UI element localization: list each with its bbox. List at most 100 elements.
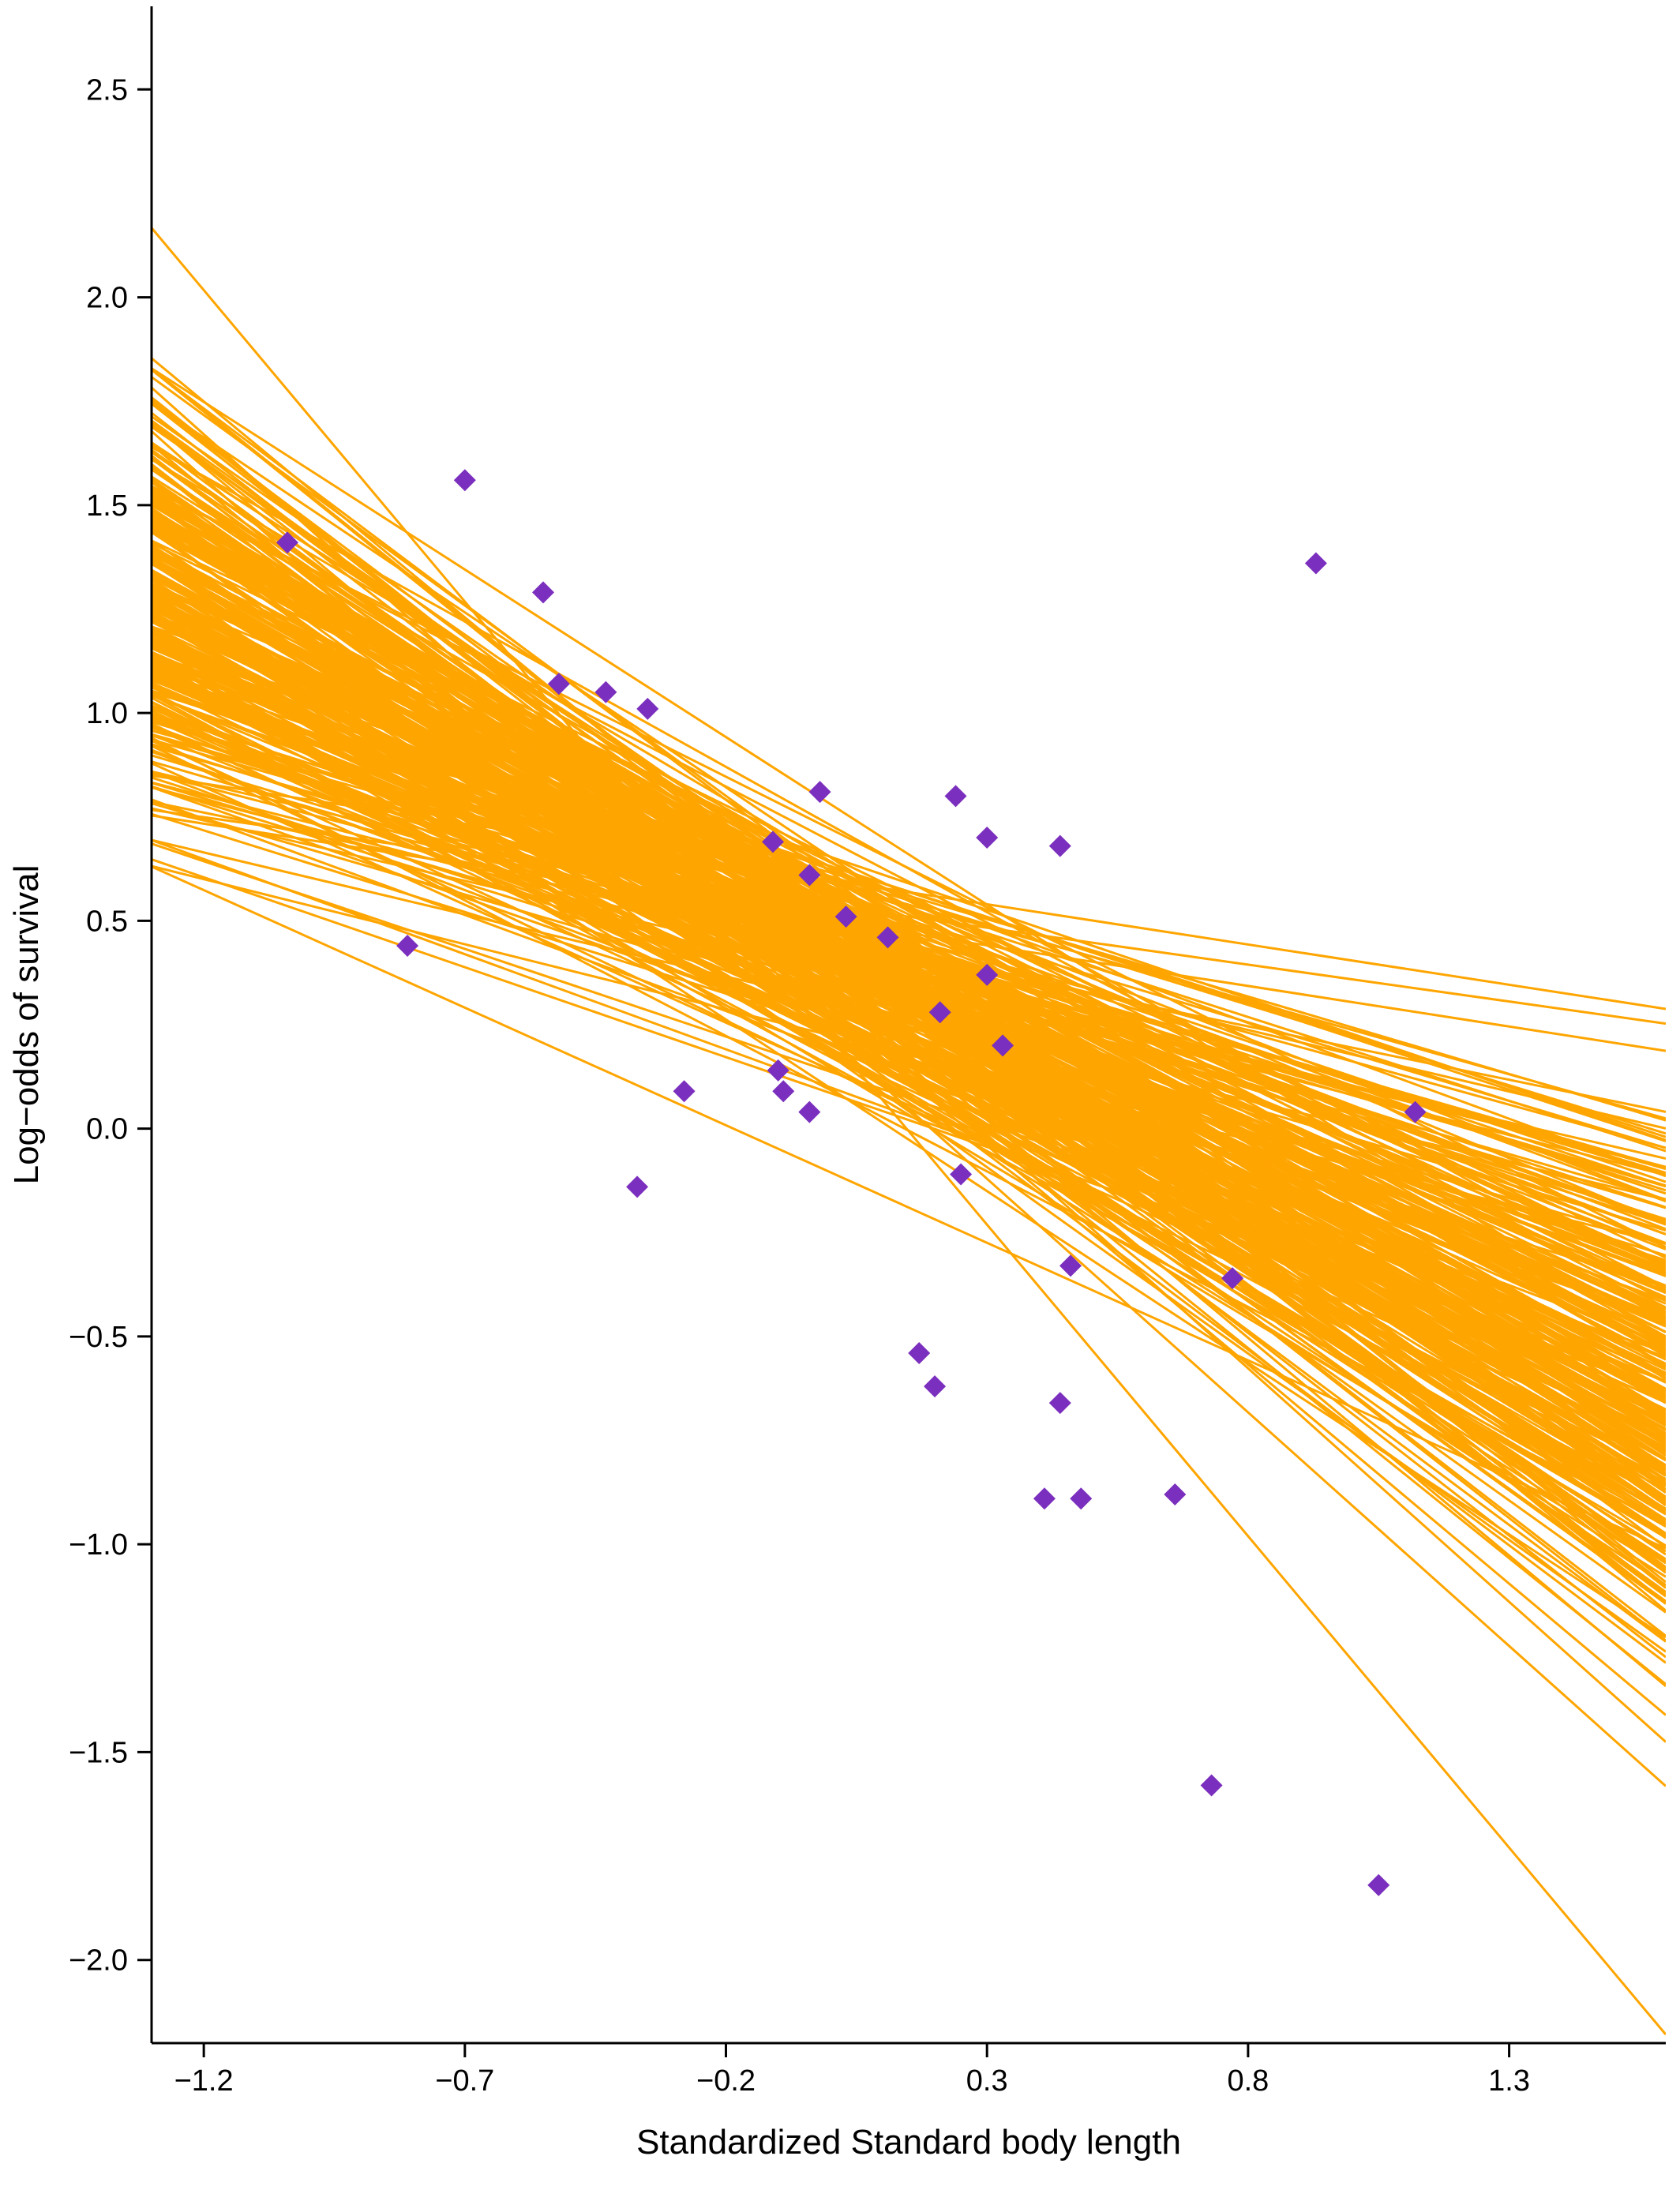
posterior-line	[152, 586, 1666, 1266]
posterior-line	[152, 481, 1666, 1659]
data-point	[453, 469, 476, 492]
posterior-line	[152, 864, 1666, 1246]
posterior-line	[152, 576, 1666, 1376]
posterior-line	[152, 555, 1666, 1524]
data-point	[950, 1163, 973, 1186]
x-tick-label: −0.7	[435, 2064, 494, 2098]
data-point	[762, 831, 785, 853]
y-tick-label: 1.0	[86, 697, 128, 730]
data-point	[396, 934, 419, 957]
posterior-line	[152, 774, 1666, 1011]
y-tick-label: 2.5	[86, 73, 128, 107]
posterior-line	[152, 658, 1666, 1536]
posterior-line	[152, 691, 1666, 1149]
data-point	[1070, 1487, 1093, 1510]
data-point	[1164, 1483, 1187, 1505]
data-point	[976, 963, 999, 986]
posterior-line	[152, 814, 1666, 1052]
data-point	[1048, 834, 1071, 857]
data-point	[876, 926, 899, 949]
posterior-line	[152, 528, 1666, 1354]
data-point	[626, 1175, 649, 1198]
x-tick-label: −1.2	[174, 2064, 234, 2098]
data-point	[594, 681, 617, 703]
data-point	[992, 1034, 1014, 1057]
posterior-line	[152, 401, 1666, 1539]
y-tick-label: −2.0	[69, 1944, 128, 1978]
y-tick-label: 2.0	[86, 282, 128, 315]
posterior-lines	[152, 227, 1666, 2036]
x-tick-label: 0.8	[1227, 2064, 1269, 2098]
data-point	[1304, 552, 1327, 575]
posterior-line	[152, 659, 1666, 1570]
posterior-line	[152, 457, 1666, 1507]
data-point	[1404, 1100, 1427, 1123]
data-point	[798, 864, 821, 887]
posterior-line	[152, 718, 1666, 1176]
posterior-line	[152, 569, 1666, 1653]
posterior-line	[152, 492, 1666, 1457]
posterior-line	[152, 658, 1666, 1528]
posterior-line	[152, 701, 1666, 1442]
posterior-line	[152, 636, 1666, 1436]
y-tick-label: 0.5	[86, 905, 128, 938]
data-point	[1059, 1254, 1082, 1277]
posterior-line	[152, 591, 1666, 1565]
data-point	[924, 1375, 947, 1398]
posterior-line	[152, 686, 1666, 1272]
posterior-line	[152, 463, 1666, 1637]
posterior-line	[152, 600, 1666, 1248]
posterior-line	[152, 512, 1666, 1404]
data-point	[944, 785, 967, 808]
data-point	[798, 1100, 821, 1123]
posterior-line	[152, 465, 1666, 1598]
y-tick-label: −0.5	[69, 1321, 128, 1354]
data-point	[1200, 1774, 1223, 1797]
tick-marks: −1.2 −0.7 −0.2 0.3 0.8 1.3 −2.0 −1.5 −1.0 −0.5 0.0…	[69, 73, 1530, 2098]
posterior-line	[152, 444, 1666, 1716]
posterior-line	[152, 562, 1666, 1442]
data-point	[772, 1080, 795, 1103]
posterior-line	[152, 838, 1666, 1202]
data-point	[1367, 1873, 1390, 1896]
data-point	[908, 1341, 931, 1364]
posterior-line	[152, 558, 1666, 1536]
posterior-line	[152, 591, 1666, 1432]
x-tick-label: 1.3	[1488, 2064, 1530, 2098]
data-point	[276, 531, 298, 554]
posterior-line	[152, 519, 1666, 1303]
y-axis-title: Log−odds of survival	[7, 865, 46, 1185]
data-point	[976, 827, 999, 849]
posterior-line	[152, 715, 1666, 1277]
posterior-line	[152, 486, 1666, 1277]
data-point	[1033, 1487, 1056, 1510]
posterior-line	[152, 693, 1666, 1524]
y-tick-label: 1.5	[86, 489, 128, 523]
axes	[150, 6, 1666, 2045]
data-point	[767, 1059, 789, 1082]
posterior-line	[152, 640, 1666, 1348]
data-point	[547, 673, 570, 696]
data-point	[834, 906, 857, 928]
posterior-line	[152, 419, 1666, 1515]
data-point	[1048, 1392, 1071, 1415]
posterior-line	[152, 458, 1666, 1357]
posterior-line	[152, 865, 1666, 1550]
data-points	[276, 469, 1427, 1896]
x-axis-title: Standardized Standard body length	[636, 2123, 1181, 2162]
y-tick-label: 0.0	[86, 1113, 128, 1146]
x-tick-label: 0.3	[966, 2064, 1008, 2098]
posterior-line	[152, 631, 1666, 1535]
y-tick-label: −1.0	[69, 1528, 128, 1562]
y-tick-label: −1.5	[69, 1736, 128, 1769]
x-tick-label: −0.2	[696, 2064, 756, 2098]
posterior-line	[152, 643, 1666, 1423]
posterior-line	[152, 666, 1666, 1451]
data-point	[928, 1001, 951, 1024]
data-point	[532, 581, 555, 604]
posterior-line	[152, 625, 1666, 1352]
posterior-line	[152, 553, 1666, 1357]
posterior-line	[152, 737, 1666, 1525]
posterior-line	[152, 376, 1666, 1483]
